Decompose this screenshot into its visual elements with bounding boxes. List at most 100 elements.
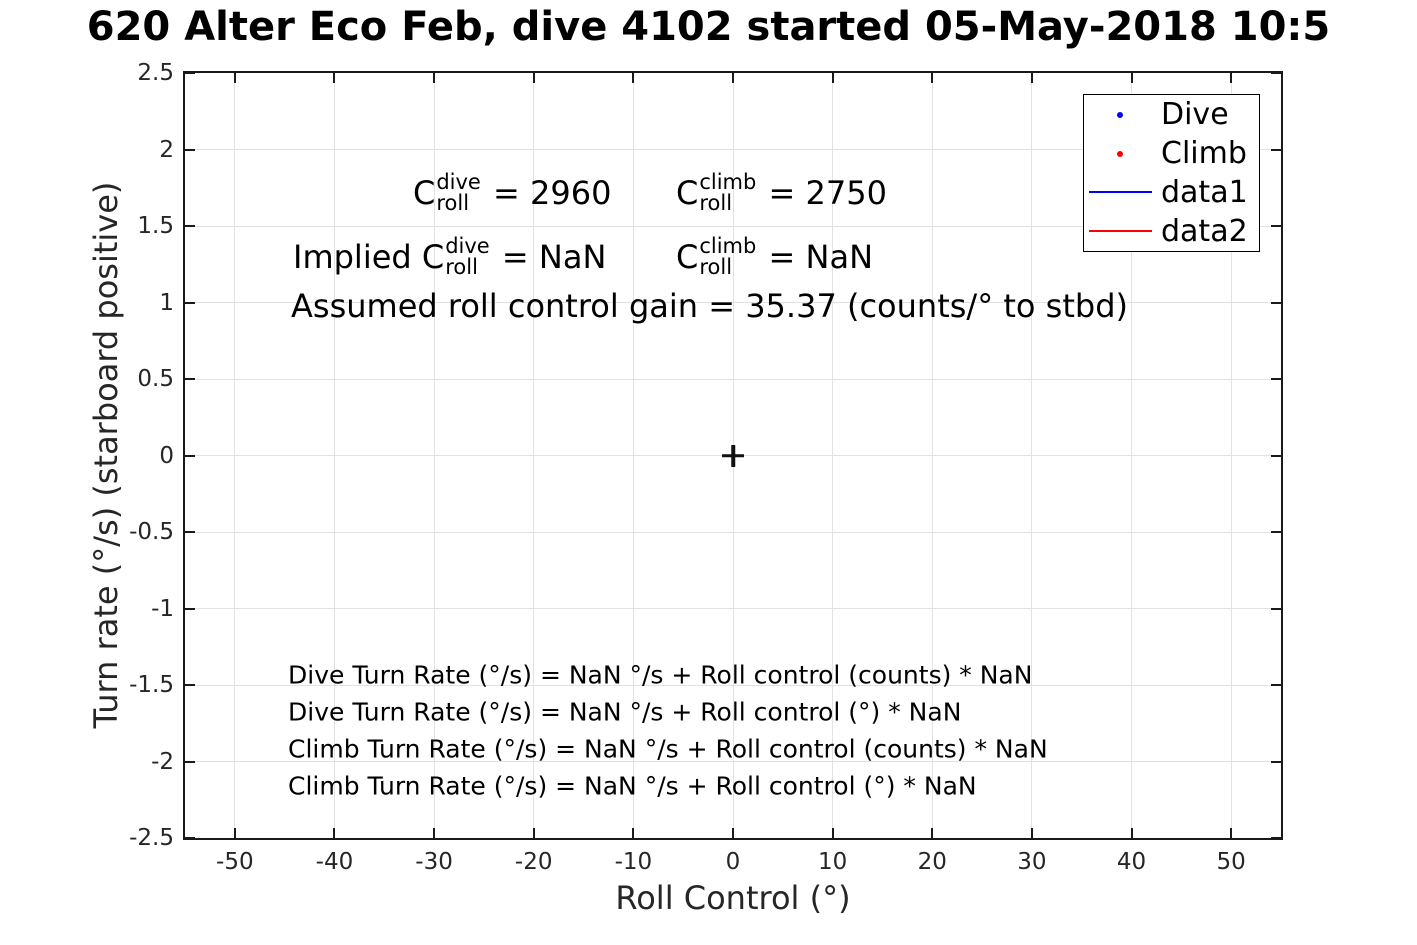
x-tick-label: -10 (614, 849, 653, 875)
subscript: roll (436, 191, 470, 215)
x-tick-mark (931, 828, 934, 838)
y-tick-mark (185, 225, 195, 227)
superscript: dive (445, 234, 490, 258)
x-tick-label: 40 (1116, 849, 1147, 875)
x-axis-label: Roll Control (°) (615, 879, 851, 917)
x-tick-label: -20 (514, 849, 553, 875)
y-tick-mark (185, 607, 195, 610)
y-tick-mark (185, 378, 195, 380)
y-tick-mark (1271, 607, 1281, 610)
x-tick-mark (1030, 828, 1033, 838)
annotation-prefix: C (676, 174, 699, 212)
y-tick-mark (1271, 301, 1281, 304)
x-tick-mark (831, 828, 834, 838)
y-tick-mark (1271, 684, 1281, 686)
legend-label: Dive (1161, 97, 1229, 133)
x-tick-label: 0 (725, 849, 741, 875)
y-tick-label: -1.5 (129, 672, 174, 698)
x-tick-label: 30 (1017, 849, 1047, 875)
y-tick-label: 0.5 (137, 366, 174, 392)
y-tick-label: -2 (151, 748, 174, 775)
y-tick-mark (1271, 148, 1281, 151)
x-tick-mark (333, 828, 336, 838)
x-tick-mark (632, 73, 635, 83)
annotation-prefix: C (676, 238, 699, 276)
subscript: roll (445, 255, 478, 279)
legend-line-icon (1084, 191, 1156, 194)
y-tick-label: 0 (159, 442, 174, 469)
gridline-horizontal (185, 149, 1281, 150)
gridline-horizontal (185, 684, 1281, 686)
y-tick-label: -1 (151, 595, 174, 622)
gridline-horizontal (185, 531, 1281, 533)
annotation-text: Assumed roll control gain = 35.37 (count… (291, 287, 1128, 325)
gridline-horizontal (185, 608, 1281, 609)
x-tick-mark (233, 73, 236, 83)
legend-dot-icon (1084, 111, 1156, 118)
x-tick-mark (1130, 73, 1133, 83)
y-tick-mark (1271, 837, 1281, 839)
x-tick-mark (532, 828, 535, 838)
y-tick-mark (185, 684, 195, 686)
annotation-fit-climb-counts: Climb Turn Rate (°/s) = NaN °/s + Roll c… (288, 734, 1048, 764)
y-tick-mark (185, 531, 195, 533)
x-tick-label: -50 (216, 849, 254, 875)
plot-area: Dive Climb data1 data2 (183, 71, 1283, 840)
y-tick-mark (1271, 225, 1281, 227)
x-tick-mark (532, 73, 535, 83)
x-tick-mark (1230, 73, 1233, 83)
superscript: climb (699, 234, 757, 258)
y-tick-mark (185, 72, 195, 74)
annotation-fit-climb-deg: Climb Turn Rate (°/s) = NaN °/s + Roll c… (288, 771, 977, 801)
y-tick-mark (185, 148, 195, 151)
x-tick-mark (433, 73, 436, 83)
y-tick-label: -2.5 (129, 825, 174, 851)
x-tick-mark (1230, 828, 1233, 838)
gridline-horizontal (185, 761, 1281, 762)
x-tick-label: 20 (917, 849, 947, 875)
y-tick-mark (185, 837, 195, 839)
x-tick-mark (732, 73, 734, 83)
legend-entry-climb: Climb (1084, 135, 1259, 173)
x-tick-mark (831, 73, 834, 83)
annotation-value: = NaN (491, 238, 607, 276)
gridline-horizontal (185, 378, 1281, 380)
x-tick-mark (433, 828, 436, 838)
annotation-prefix: C (413, 174, 436, 212)
x-tick-label: -30 (415, 849, 453, 875)
supsub-stack: climb roll (699, 172, 756, 214)
legend: Dive Climb data1 data2 (1083, 94, 1260, 252)
origin-plus-marker (722, 444, 744, 467)
superscript: dive (436, 170, 481, 194)
x-tick-mark (333, 73, 336, 83)
annotation-value: = 2960 (482, 174, 612, 212)
legend-label: data2 (1161, 213, 1248, 249)
y-tick-mark (185, 301, 195, 304)
subscript: roll (699, 191, 733, 215)
supsub-stack: climb roll (699, 236, 756, 278)
x-tick-mark (233, 828, 236, 838)
legend-line-icon (1084, 230, 1156, 233)
legend-label: data1 (1161, 174, 1248, 210)
annotation-fit-dive-counts: Dive Turn Rate (°/s) = NaN °/s + Roll co… (288, 660, 1033, 690)
legend-entry-data2: data2 (1084, 212, 1259, 250)
x-tick-label: 50 (1216, 849, 1246, 875)
subscript: roll (699, 255, 733, 279)
legend-entry-data1: data1 (1084, 173, 1259, 211)
annotation-prefix: Implied C (293, 238, 445, 276)
supsub-stack: dive roll (445, 236, 490, 278)
y-tick-mark (1271, 378, 1281, 380)
x-tick-label: 10 (817, 849, 848, 875)
y-tick-mark (185, 760, 195, 763)
annotation-value: = NaN (758, 238, 873, 276)
plus-vertical-bar (731, 444, 735, 467)
annotation-fit-dive-deg: Dive Turn Rate (°/s) = NaN °/s + Roll co… (288, 697, 962, 727)
y-tick-mark (1271, 72, 1281, 74)
y-tick-mark (1271, 760, 1281, 763)
superscript: climb (699, 170, 757, 194)
